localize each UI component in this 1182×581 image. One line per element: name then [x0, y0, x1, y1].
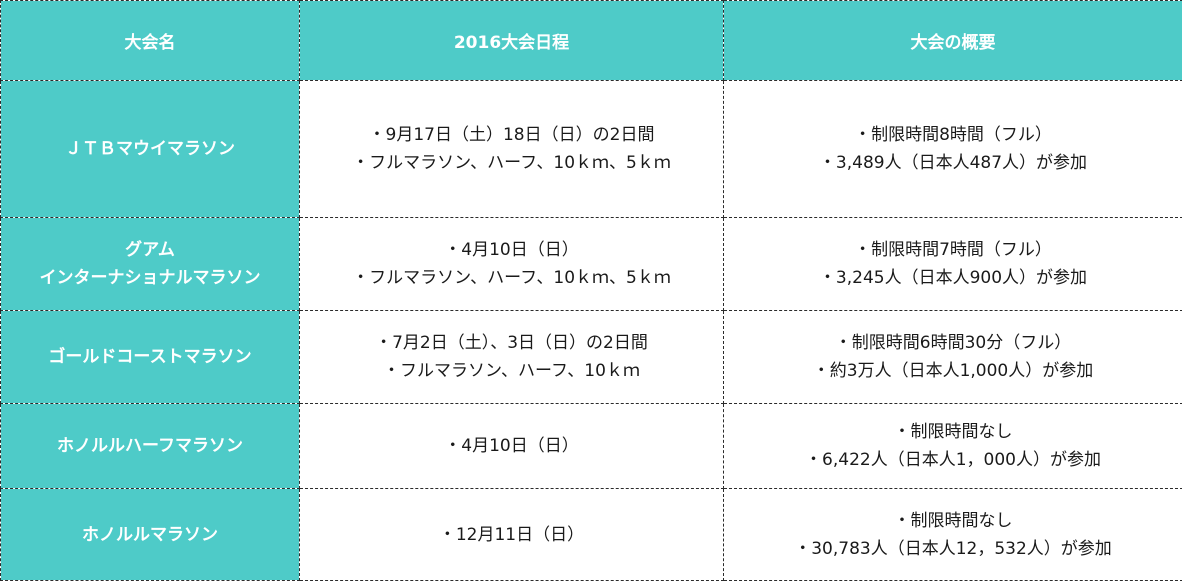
header-schedule: 2016大会日程	[300, 1, 724, 81]
table-row: ホノルルハーフマラソン ・4月10日（日） ・制限時間なし ・6,422人（日本…	[1, 404, 1182, 489]
schedule-line: ・9月17日（土）18日（日）の2日間	[300, 121, 723, 149]
summary-cell: ・制限時間なし ・30,783人（日本人12，532人）が参加	[724, 489, 1182, 581]
schedule-cell: ・9月17日（土）18日（日）の2日間 ・フルマラソン、ハーフ、10ｋｍ、5ｋｍ	[300, 81, 724, 218]
schedule-line: ・フルマラソン、ハーフ、10ｋｍ、5ｋｍ	[300, 264, 723, 292]
table-row: グアム インターナショナルマラソン ・4月10日（日） ・フルマラソン、ハーフ、…	[1, 218, 1182, 311]
summary-line: ・制限時間8時間（フル）	[724, 121, 1182, 149]
header-row: 大会名 2016大会日程 大会の概要	[1, 1, 1182, 81]
table-row: ＪＴＢマウイマラソン ・9月17日（土）18日（日）の2日間 ・フルマラソン、ハ…	[1, 81, 1182, 218]
event-name-cell: ＪＴＢマウイマラソン	[1, 81, 300, 218]
schedule-cell: ・4月10日（日）	[300, 404, 724, 489]
event-name: ＪＴＢマウイマラソン	[1, 135, 299, 163]
event-name-cell: ホノルルマラソン	[1, 489, 300, 581]
header-event-name: 大会名	[1, 1, 300, 81]
schedule-line: ・フルマラソン、ハーフ、10ｋｍ、5ｋｍ	[300, 149, 723, 177]
event-name-cell: ゴールドコーストマラソン	[1, 311, 300, 404]
schedule-cell: ・12月11日（日）	[300, 489, 724, 581]
event-name: インターナショナルマラソン	[1, 264, 299, 292]
header-summary: 大会の概要	[724, 1, 1182, 81]
schedule-line: ・7月2日（土）、3日（日）の2日間	[300, 329, 723, 357]
summary-line: ・約3万人（日本人1,000人）が参加	[724, 357, 1182, 385]
schedule-line: ・フルマラソン、ハーフ、10ｋｍ	[300, 357, 723, 385]
event-name-cell: グアム インターナショナルマラソン	[1, 218, 300, 311]
summary-line: ・3,245人（日本人900人）が参加	[724, 264, 1182, 292]
summary-cell: ・制限時間7時間（フル） ・3,245人（日本人900人）が参加	[724, 218, 1182, 311]
summary-cell: ・制限時間8時間（フル） ・3,489人（日本人487人）が参加	[724, 81, 1182, 218]
schedule-line: ・4月10日（日）	[300, 432, 723, 460]
event-name: グアム	[1, 236, 299, 264]
summary-line: ・6,422人（日本人1，000人）が参加	[724, 446, 1182, 474]
schedule-line: ・4月10日（日）	[300, 236, 723, 264]
table-row: ホノルルマラソン ・12月11日（日） ・制限時間なし ・30,783人（日本人…	[1, 489, 1182, 581]
summary-cell: ・制限時間なし ・6,422人（日本人1，000人）が参加	[724, 404, 1182, 489]
summary-line: ・制限時間6時間30分（フル）	[724, 329, 1182, 357]
schedule-cell: ・4月10日（日） ・フルマラソン、ハーフ、10ｋｍ、5ｋｍ	[300, 218, 724, 311]
summary-line: ・制限時間なし	[724, 418, 1182, 446]
summary-cell: ・制限時間6時間30分（フル） ・約3万人（日本人1,000人）が参加	[724, 311, 1182, 404]
event-name: ホノルルマラソン	[1, 521, 299, 549]
summary-line: ・3,489人（日本人487人）が参加	[724, 149, 1182, 177]
schedule-line: ・12月11日（日）	[300, 521, 723, 549]
summary-line: ・制限時間7時間（フル）	[724, 236, 1182, 264]
summary-line: ・制限時間なし	[724, 507, 1182, 535]
event-name-cell: ホノルルハーフマラソン	[1, 404, 300, 489]
event-name: ホノルルハーフマラソン	[1, 432, 299, 460]
event-name: ゴールドコーストマラソン	[1, 343, 299, 371]
table-row: ゴールドコーストマラソン ・7月2日（土）、3日（日）の2日間 ・フルマラソン、…	[1, 311, 1182, 404]
summary-line: ・30,783人（日本人12，532人）が参加	[724, 535, 1182, 563]
schedule-cell: ・7月2日（土）、3日（日）の2日間 ・フルマラソン、ハーフ、10ｋｍ	[300, 311, 724, 404]
